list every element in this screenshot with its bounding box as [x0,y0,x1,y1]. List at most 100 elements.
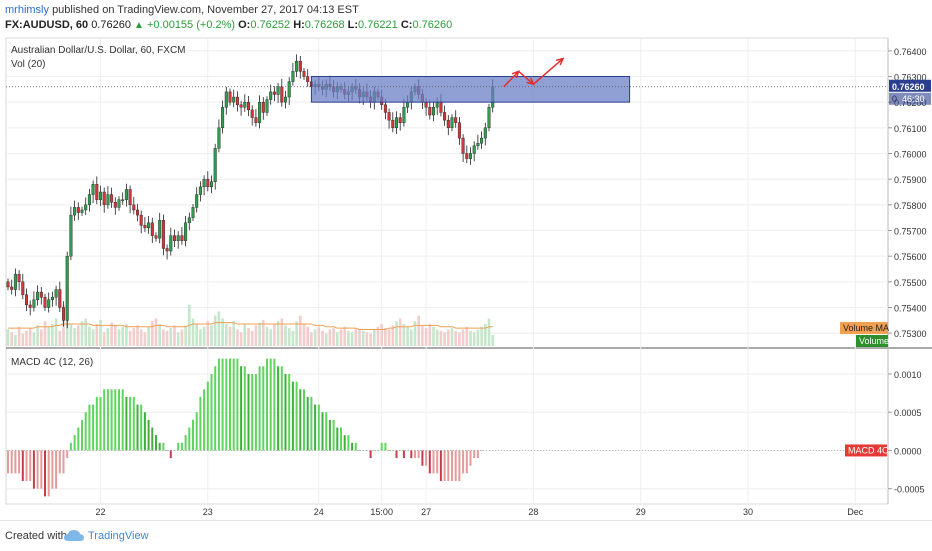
candle-body [398,117,402,123]
candle [139,210,143,234]
volume-bar [206,321,210,346]
author-link[interactable]: mrhimsly [5,4,49,16]
publisher-line: mrhimsly published on TradingView.com, N… [5,4,359,16]
candle [295,54,299,78]
candle-body [228,91,232,103]
candle [395,111,399,135]
candle [113,197,117,215]
projection-path [503,57,564,88]
macd-histogram [7,358,483,497]
volume-bar [28,328,32,346]
volume-bar [213,315,217,346]
volume-bar [306,326,309,346]
volume-bar [10,332,13,346]
candle [54,285,58,306]
volume-bar [40,329,43,346]
volume-bar [350,332,354,346]
price-tick-label: 0.75700 [894,227,927,237]
candle-body [424,101,428,108]
candle [465,145,469,164]
time-tick-label: 27 [421,507,431,517]
volume-bar [84,318,87,346]
candle [154,232,158,242]
macd-tick-label: 0.0010 [894,370,922,380]
candle-body [10,286,14,290]
candle [69,206,73,261]
volume-bar [258,322,261,346]
volume-bar [476,329,480,346]
candle-body [73,207,77,216]
volume-bar [373,329,376,346]
candle-body [54,289,58,298]
volume-bar [458,332,461,346]
volume-bar [472,332,476,346]
candle [6,278,10,291]
time-tick-label: 22 [95,507,105,517]
volume-bar [302,323,306,346]
candle-body [306,76,310,82]
candle-body [387,112,391,121]
volume-bar [339,329,343,346]
volume-bar [310,332,313,346]
candle [232,89,236,108]
volume-bar [336,332,339,346]
volume-bar [80,321,84,346]
volume-bar [398,318,402,346]
high-label: H: [293,19,305,31]
volume-indicator-label: Vol (20) [11,59,45,70]
volume-bar [428,323,432,346]
volume-bar [295,321,298,346]
candle [147,216,151,234]
volume-bar [6,329,10,346]
price-tick-label: 0.76100 [894,124,927,134]
candle-body [439,101,443,113]
candle-body [235,96,239,105]
candle-body [121,199,125,201]
ohlc-line: FX:AUDUSD, 60 0.76260 ▲ +0.00155 (+0.2%)… [5,19,452,31]
candle [10,279,14,295]
volume-bar [199,329,202,346]
candle [62,301,66,327]
tradingview-brand-link[interactable]: TradingView [88,530,149,542]
candle [158,212,162,244]
candle-body [217,127,221,149]
volume-bar [65,315,69,346]
candle [457,117,461,145]
candle-body [198,186,202,195]
candle [198,181,202,202]
candle [13,268,17,297]
volume-bar [228,326,232,346]
volume-bar [454,330,457,346]
price-tick-label: 0.75400 [894,304,927,314]
volume-bar [435,329,439,346]
candle [128,185,132,214]
candle [195,187,199,213]
volume-bar [69,323,73,346]
candle-body [147,222,151,229]
candle [84,197,88,216]
candle [25,288,29,312]
volume-bar [180,329,184,346]
candle [58,281,62,313]
volume-bar [391,325,395,346]
open-value: 0.76252 [250,19,291,31]
volume-bar [413,321,417,346]
candle-body [102,191,106,206]
candle [480,131,484,149]
candle [428,99,432,120]
candle-body [161,220,165,249]
candle [65,251,69,329]
candle [191,204,195,222]
candle [98,185,102,206]
volume-bar [317,326,321,346]
candle-body [435,101,439,108]
volume-bar [17,326,21,346]
volume-bar [387,329,391,346]
candle-body [28,304,32,308]
candle [176,231,180,249]
price-chart[interactable]: 0.764000.763000.762000.761000.760000.759… [0,34,932,520]
candle [398,113,402,131]
volume-bar [232,321,235,346]
candle-body [39,291,43,298]
candle [213,143,217,190]
